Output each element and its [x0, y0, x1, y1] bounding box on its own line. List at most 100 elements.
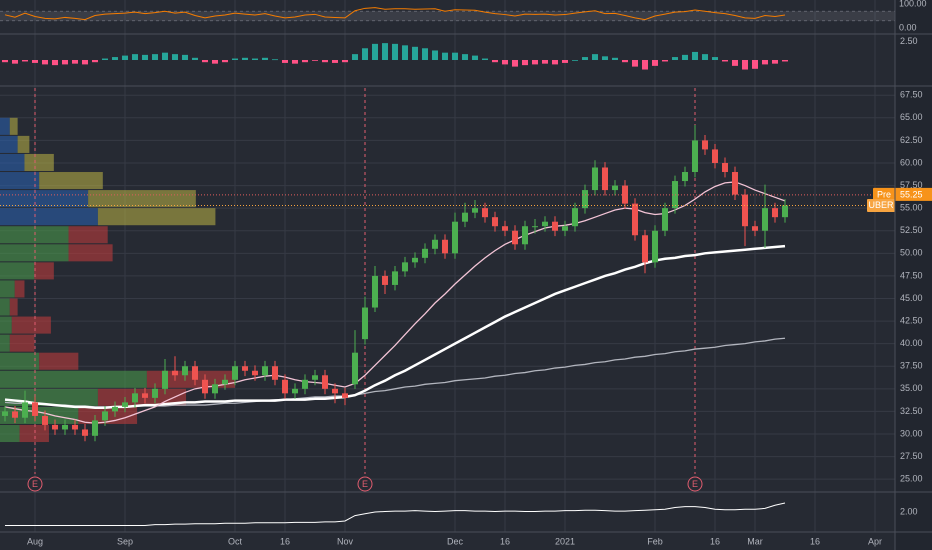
y-tick-label: 52.50 — [900, 225, 923, 235]
macd-histogram-bar — [662, 60, 668, 62]
y-tick-label: 67.50 — [900, 90, 923, 100]
lower-indicator-line — [5, 502, 786, 526]
pre-value: 55.25 — [900, 189, 923, 199]
macd-histogram-bar — [22, 60, 28, 62]
candle-body — [662, 208, 668, 231]
rsi-tick-label: 100.00 — [899, 0, 927, 8]
candle-body — [762, 208, 768, 231]
candle-body — [62, 424, 68, 430]
candle-body — [22, 402, 28, 418]
macd-histogram-bar — [422, 48, 428, 60]
volume-profile-up — [0, 172, 40, 190]
volume-profile-up — [0, 153, 25, 172]
macd-histogram-bar — [432, 50, 438, 60]
macd-tick-label: 2.50 — [900, 36, 918, 46]
volume-profile-down — [9, 334, 35, 352]
macd-histogram-bar — [672, 57, 678, 60]
candle-body — [482, 208, 488, 218]
price-axis-bg — [895, 0, 932, 550]
rsi-tick-label: 0.00 — [899, 22, 917, 32]
macd-histogram-bar — [742, 60, 748, 70]
volume-profile-down — [11, 316, 51, 334]
macd-histogram-bar — [132, 54, 138, 60]
macd-histogram-bar — [212, 60, 218, 64]
macd-histogram-bar — [652, 60, 658, 66]
candle-body — [612, 185, 618, 191]
candle-body — [512, 230, 518, 245]
macd-histogram-bar — [62, 60, 68, 65]
volume-profile-down — [68, 244, 113, 262]
macd-histogram-bar — [12, 60, 18, 64]
macd-histogram-bar — [202, 60, 208, 63]
candle-body — [32, 402, 38, 416]
macd-histogram-bar — [592, 54, 598, 60]
candle-body — [52, 424, 58, 430]
candle-body — [232, 366, 238, 380]
moving-average — [4, 181, 786, 424]
macd-histogram-bar — [542, 60, 548, 64]
x-tick-label: Apr — [868, 536, 882, 546]
macd-histogram-bar — [482, 58, 488, 60]
x-tick-label: 16 — [810, 536, 820, 546]
macd-histogram-bar — [72, 60, 78, 64]
macd-histogram-bar — [302, 60, 308, 63]
volume-profile-up — [0, 117, 10, 135]
macd-histogram-bar — [752, 60, 758, 69]
candle-body — [402, 262, 408, 272]
candle-body — [632, 203, 638, 236]
earnings-marker — [27, 476, 43, 492]
x-tick-label: Oct — [228, 536, 243, 546]
x-tick-label: 16 — [710, 536, 720, 546]
macd-histogram-bar — [222, 60, 228, 63]
candle-body — [312, 375, 318, 380]
y-tick-label: 32.50 — [900, 406, 923, 416]
pre-value-bg — [895, 187, 932, 201]
x-tick-label: 2021 — [555, 536, 575, 546]
pre-label-bg — [873, 187, 895, 201]
candle-body — [722, 162, 728, 173]
candle-body — [782, 205, 788, 218]
macd-histogram-bar — [702, 54, 708, 60]
earnings-label: E — [692, 479, 698, 489]
macd-histogram-bar — [82, 60, 88, 65]
macd-histogram-bar — [42, 60, 48, 65]
rsi-line — [4, 7, 786, 21]
macd-histogram-bar — [122, 55, 128, 60]
macd-histogram-bar — [262, 57, 268, 60]
candle-body — [602, 167, 608, 191]
candle-body — [172, 370, 178, 376]
macd-histogram-bar — [682, 54, 688, 60]
macd-histogram-bar — [242, 57, 248, 60]
macd-histogram-bar — [712, 57, 718, 60]
candle-body — [432, 239, 438, 249]
macd-histogram-bar — [282, 60, 288, 63]
candle-body — [692, 140, 698, 173]
macd-histogram-bar — [732, 60, 738, 66]
pre-label: Pre — [877, 189, 891, 199]
macd-histogram-bar — [552, 60, 558, 65]
macd-histogram-bar — [272, 59, 278, 61]
candle-body — [112, 406, 118, 412]
candle-body — [202, 379, 208, 394]
volume-profile-down — [17, 135, 30, 153]
macd-histogram-bar — [632, 60, 638, 67]
candle-body — [502, 226, 508, 231]
candle-body — [582, 190, 588, 209]
x-tick-label: Aug — [27, 536, 43, 546]
y-tick-label: 27.50 — [900, 451, 923, 461]
volume-profile-up — [0, 280, 15, 298]
macd-histogram-bar — [252, 58, 258, 60]
macd-histogram-bar — [572, 60, 578, 61]
volume-profile-down — [68, 226, 108, 244]
macd-histogram-bar — [362, 48, 368, 60]
macd-histogram-bar — [152, 54, 158, 60]
volume-profile-up — [0, 262, 35, 280]
macd-histogram-bar — [462, 54, 468, 60]
macd-histogram-bar — [352, 54, 358, 60]
macd-histogram-bar — [612, 57, 618, 60]
macd-histogram-bar — [182, 54, 188, 60]
volume-profile-up — [0, 352, 40, 370]
candle-body — [242, 366, 248, 371]
y-tick-label: 35.00 — [900, 383, 923, 393]
macd-histogram-bar — [142, 54, 148, 60]
